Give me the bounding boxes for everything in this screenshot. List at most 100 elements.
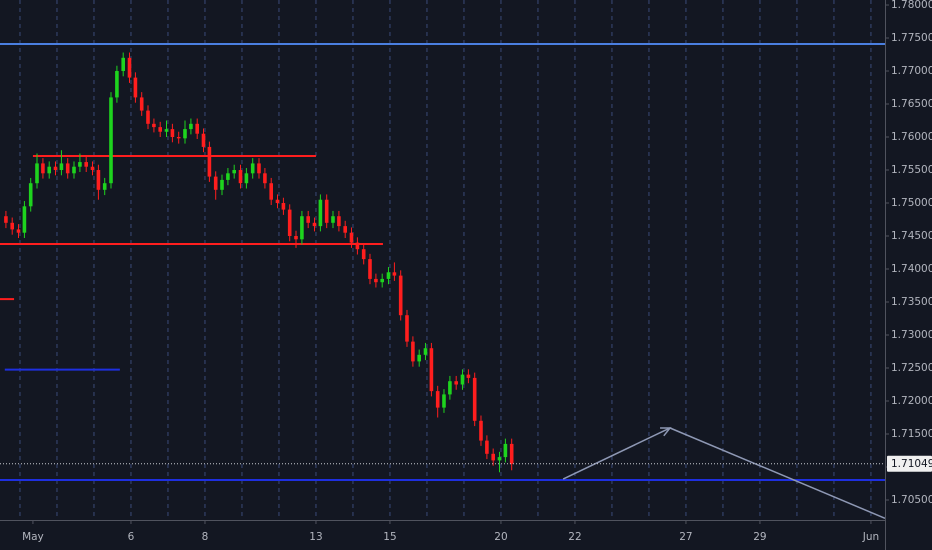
candle-body	[139, 97, 144, 111]
candle-body	[41, 163, 45, 174]
x-tick-label: 6	[128, 531, 135, 543]
candle-body	[207, 146, 212, 177]
x-tick-label: 22	[568, 531, 581, 543]
candle-body	[170, 129, 175, 138]
candle-body	[16, 229, 21, 233]
candle-body	[448, 381, 452, 395]
candle-body	[59, 163, 64, 171]
candle-body	[429, 348, 434, 392]
y-tick-label: 1.74500	[891, 230, 932, 242]
candle-body	[53, 166, 58, 171]
last-price-box	[887, 455, 932, 472]
candle-body	[479, 420, 483, 441]
y-tick-label: 1.75500	[891, 164, 932, 176]
last-price-label: 1.71049	[891, 458, 932, 470]
candle-body	[423, 348, 428, 355]
candle-body	[84, 162, 89, 167]
y-tick-label: 1.77000	[891, 65, 932, 77]
candle-body	[201, 133, 206, 147]
candle-body	[374, 278, 378, 283]
y-tick-label: 1.72500	[891, 362, 932, 374]
candle-body	[176, 137, 181, 139]
candle-body	[269, 183, 273, 200]
x-tick-label: 15	[383, 531, 396, 543]
candle-body	[411, 341, 415, 362]
candle-body	[47, 166, 52, 174]
candle-body	[133, 77, 138, 98]
x-tick-label: May	[22, 531, 44, 543]
candle-body	[349, 232, 354, 243]
candle-body	[220, 179, 224, 190]
candle-body	[263, 173, 267, 184]
candle-body	[22, 206, 27, 233]
candle-body	[398, 275, 403, 316]
y-tick-label: 1.74000	[891, 263, 932, 275]
candle-body	[244, 173, 249, 184]
candle-body	[238, 170, 243, 184]
candle-body	[324, 199, 329, 223]
candle-body	[281, 203, 286, 210]
y-tick-label: 1.73000	[891, 329, 932, 341]
candle-body	[232, 170, 236, 174]
y-tick-label: 1.77500	[891, 32, 932, 44]
candle-body	[96, 170, 101, 190]
time-axis-bg	[0, 520, 885, 550]
candle-body	[417, 354, 421, 362]
candle-body	[392, 272, 397, 276]
candle-body	[491, 453, 495, 461]
candle-body	[195, 123, 200, 134]
candle-body	[509, 443, 514, 464]
candle-body	[102, 183, 107, 190]
candle-body	[78, 162, 82, 167]
candle-body	[121, 57, 126, 72]
candle-body	[331, 216, 335, 223]
candle-body	[337, 216, 341, 227]
candle-body	[4, 216, 8, 223]
candle-body	[164, 129, 169, 132]
y-tick-label: 1.76500	[891, 98, 932, 110]
candle-body	[10, 222, 15, 230]
candle-body	[152, 123, 156, 128]
x-tick-label: 8	[202, 531, 209, 543]
x-tick-label: 13	[309, 531, 322, 543]
candle-body	[460, 374, 465, 385]
candle-body	[275, 199, 280, 204]
candle-body	[312, 222, 317, 227]
x-tick-label: Jun	[862, 531, 879, 543]
candle-body	[250, 163, 255, 174]
y-tick-label: 1.70500	[891, 494, 932, 506]
y-tick-label: 1.71500	[891, 428, 932, 440]
candle-body	[300, 216, 304, 240]
candle-body	[355, 242, 360, 250]
candle-body	[472, 377, 477, 421]
candle-body	[115, 71, 119, 98]
candle-body	[213, 176, 218, 190]
y-tick-label: 1.73500	[891, 296, 932, 308]
x-tick-label: 27	[679, 531, 692, 543]
candle-body	[442, 394, 446, 408]
y-tick-label: 1.76000	[891, 131, 932, 143]
candle-body	[503, 443, 508, 458]
candle-body	[189, 123, 193, 130]
candle-body	[287, 209, 292, 237]
candle-body	[497, 457, 502, 461]
candle-body	[306, 216, 310, 223]
candle-body	[90, 166, 95, 171]
candle-body	[368, 259, 372, 279]
candle-body	[35, 163, 39, 184]
candle-body	[405, 315, 409, 342]
candle-body	[466, 374, 471, 378]
candle-body	[28, 183, 33, 207]
candle-body	[65, 163, 70, 174]
candle-body	[485, 440, 489, 454]
candle-body	[361, 249, 366, 260]
candle-body	[226, 173, 230, 180]
candle-body	[257, 163, 261, 174]
candle-body	[294, 236, 298, 240]
y-tick-label: 1.78000	[891, 0, 932, 11]
arrow-head	[660, 427, 672, 437]
x-tick-label: 29	[753, 531, 766, 543]
candle-body	[380, 278, 384, 283]
